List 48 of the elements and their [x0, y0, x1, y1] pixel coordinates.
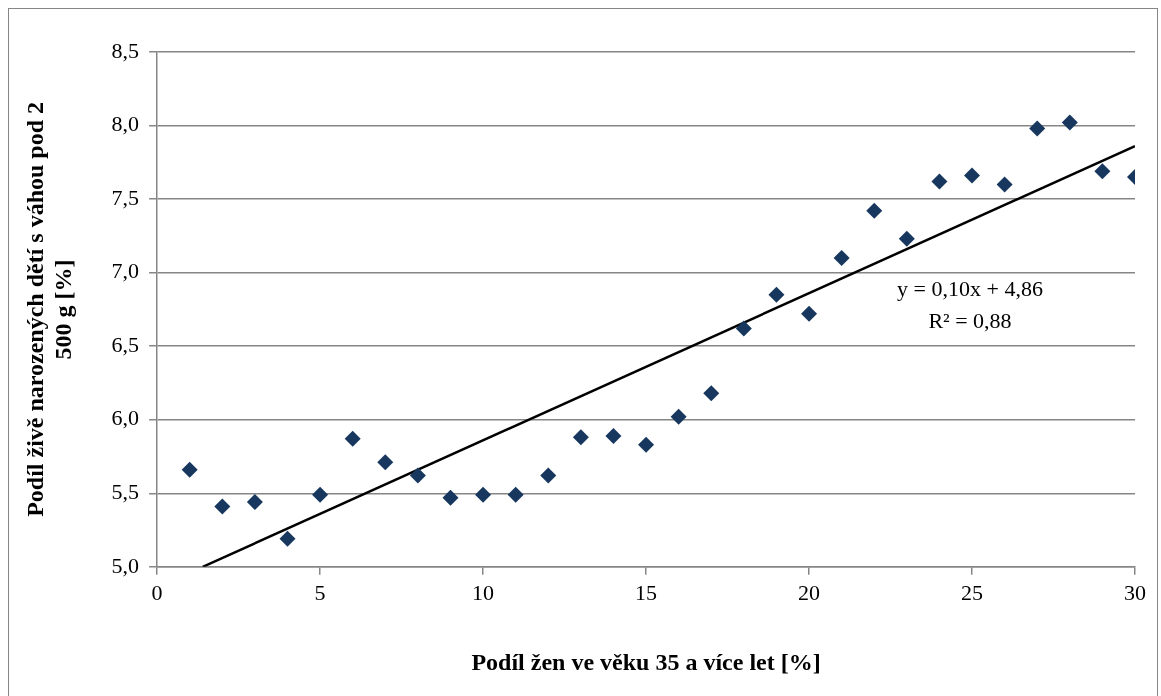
y-tick-label: 7,0	[111, 258, 140, 284]
point	[181, 461, 198, 478]
y-tick-label: 6,5	[111, 331, 140, 357]
point	[703, 385, 720, 402]
point	[1029, 120, 1046, 137]
x-tick-label: 25	[961, 579, 984, 605]
point	[670, 408, 687, 425]
point	[572, 429, 589, 446]
point	[344, 430, 361, 447]
annotation: y = 0,10x + 4,86	[897, 275, 1043, 301]
point	[605, 427, 622, 444]
point	[442, 489, 459, 506]
point	[507, 486, 524, 503]
y-axis-title: Podíl živě narozených dětí s váhou pod 2 500 g [%]	[21, 101, 77, 517]
x-tick-label: 15	[635, 579, 658, 605]
x-tick-label: 5	[314, 579, 326, 605]
point	[801, 305, 818, 322]
x-tick-label: 30	[1124, 579, 1146, 605]
y-tick-label: 5,0	[111, 552, 140, 578]
point	[279, 530, 296, 547]
y-tick-label: 5,5	[111, 479, 140, 505]
y-tick-label: 7,5	[111, 184, 140, 210]
annotation: R² = 0,88	[928, 307, 1012, 333]
point	[898, 230, 915, 247]
point	[964, 167, 981, 184]
y-tick-label: 8,5	[111, 37, 140, 63]
point	[475, 486, 492, 503]
point	[540, 467, 557, 484]
point	[1061, 114, 1078, 131]
x-axis-title: Podíl žen ve věku 35 a více let [%]	[471, 648, 821, 675]
x-tick-label: 10	[472, 579, 495, 605]
point	[735, 320, 752, 337]
point	[377, 454, 394, 471]
point	[1094, 163, 1111, 180]
point	[638, 436, 655, 453]
point	[866, 202, 883, 219]
point	[409, 467, 426, 484]
y-tick-label: 6,0	[111, 405, 140, 431]
point	[833, 249, 850, 266]
x-tick-label: 20	[798, 579, 821, 605]
point	[246, 494, 263, 511]
x-tick-label: 0	[151, 579, 163, 605]
point	[931, 173, 948, 190]
y-tick-label: 8,0	[111, 111, 140, 137]
point	[996, 176, 1013, 193]
point	[214, 498, 231, 515]
point	[768, 286, 785, 303]
point	[312, 486, 329, 503]
